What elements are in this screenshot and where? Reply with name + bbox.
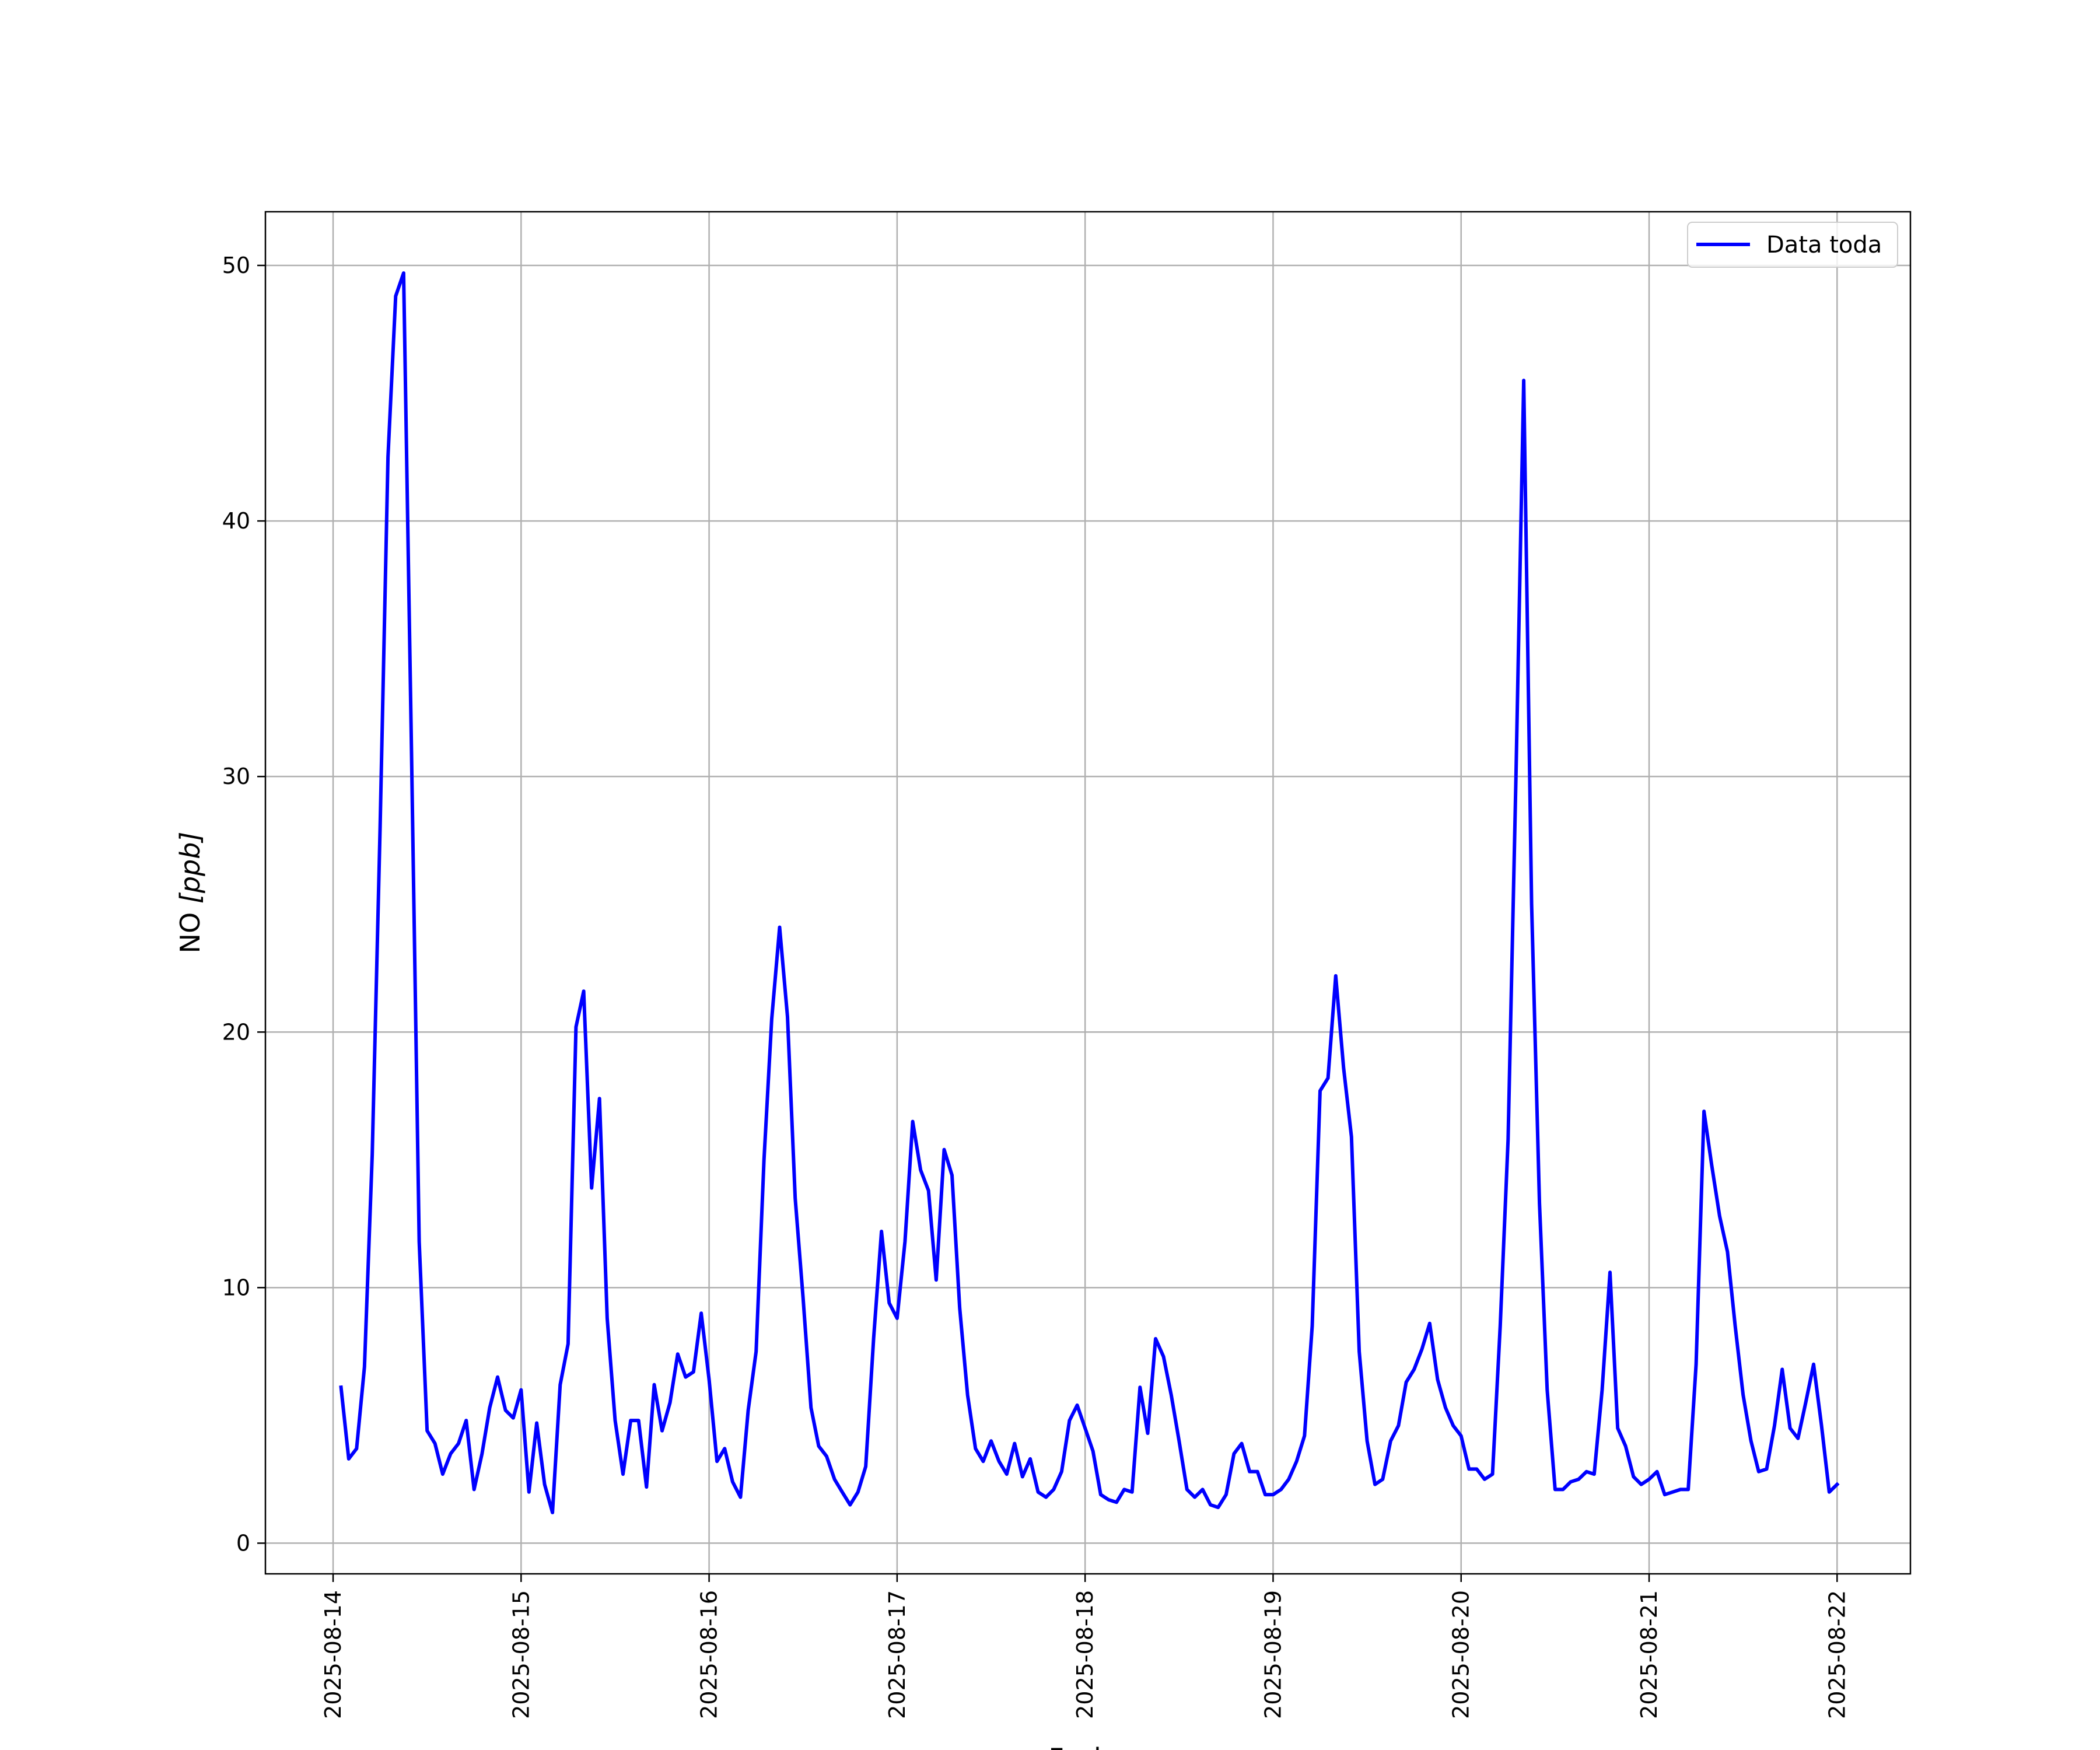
- x-tick-label: 2025-08-16: [696, 1590, 722, 1719]
- y-tick-label: 50: [222, 253, 250, 278]
- y-axis-label: NO [ppb]: [174, 832, 206, 954]
- legend-box: [1687, 222, 1898, 268]
- y-tick-label: 0: [236, 1530, 250, 1556]
- x-tick-label: 2025-08-22: [1824, 1590, 1850, 1719]
- x-tick-label: 2025-08-14: [320, 1590, 346, 1719]
- x-tick-label: 2025-08-19: [1260, 1590, 1286, 1719]
- plot-frame: [264, 211, 1912, 1575]
- x-tick-label: 2025-08-18: [1072, 1590, 1098, 1719]
- y-tick-label: 10: [222, 1275, 250, 1300]
- grid: [265, 212, 1910, 1574]
- x-tick-label: 2025-08-20: [1448, 1590, 1474, 1719]
- series-line-data-toda: [339, 271, 1840, 1514]
- legend-label-data-toda: Data toda: [1766, 232, 1882, 258]
- y-tick-label: 30: [222, 764, 250, 789]
- x-axis-ticks: 2025-08-14 2025-08-15 2025-08-16 2025-08-17…: [320, 1574, 1850, 1719]
- x-tick-label: 2025-08-21: [1636, 1590, 1662, 1719]
- y-tick-label: 40: [222, 508, 250, 534]
- legend: Data toda: [1687, 222, 1898, 268]
- y-axis-ticks: 0 10 20 30 40 50: [222, 253, 265, 1556]
- y-tick-label: 20: [222, 1019, 250, 1045]
- x-axis-label: Fecha: [1049, 1742, 1128, 1750]
- x-tick-label: 2025-08-15: [508, 1590, 534, 1719]
- series-layer: [339, 271, 1840, 1514]
- x-tick-label: 2025-08-17: [884, 1590, 910, 1719]
